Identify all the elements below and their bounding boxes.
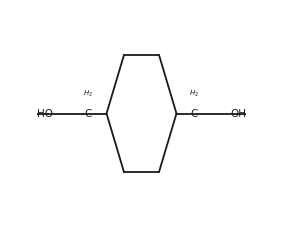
Text: C: C — [191, 109, 198, 118]
Text: $H_2$: $H_2$ — [83, 89, 93, 99]
Text: $H_2$: $H_2$ — [189, 89, 199, 99]
Text: C: C — [85, 109, 92, 118]
Text: OH: OH — [230, 109, 246, 118]
Text: HO: HO — [37, 109, 53, 118]
